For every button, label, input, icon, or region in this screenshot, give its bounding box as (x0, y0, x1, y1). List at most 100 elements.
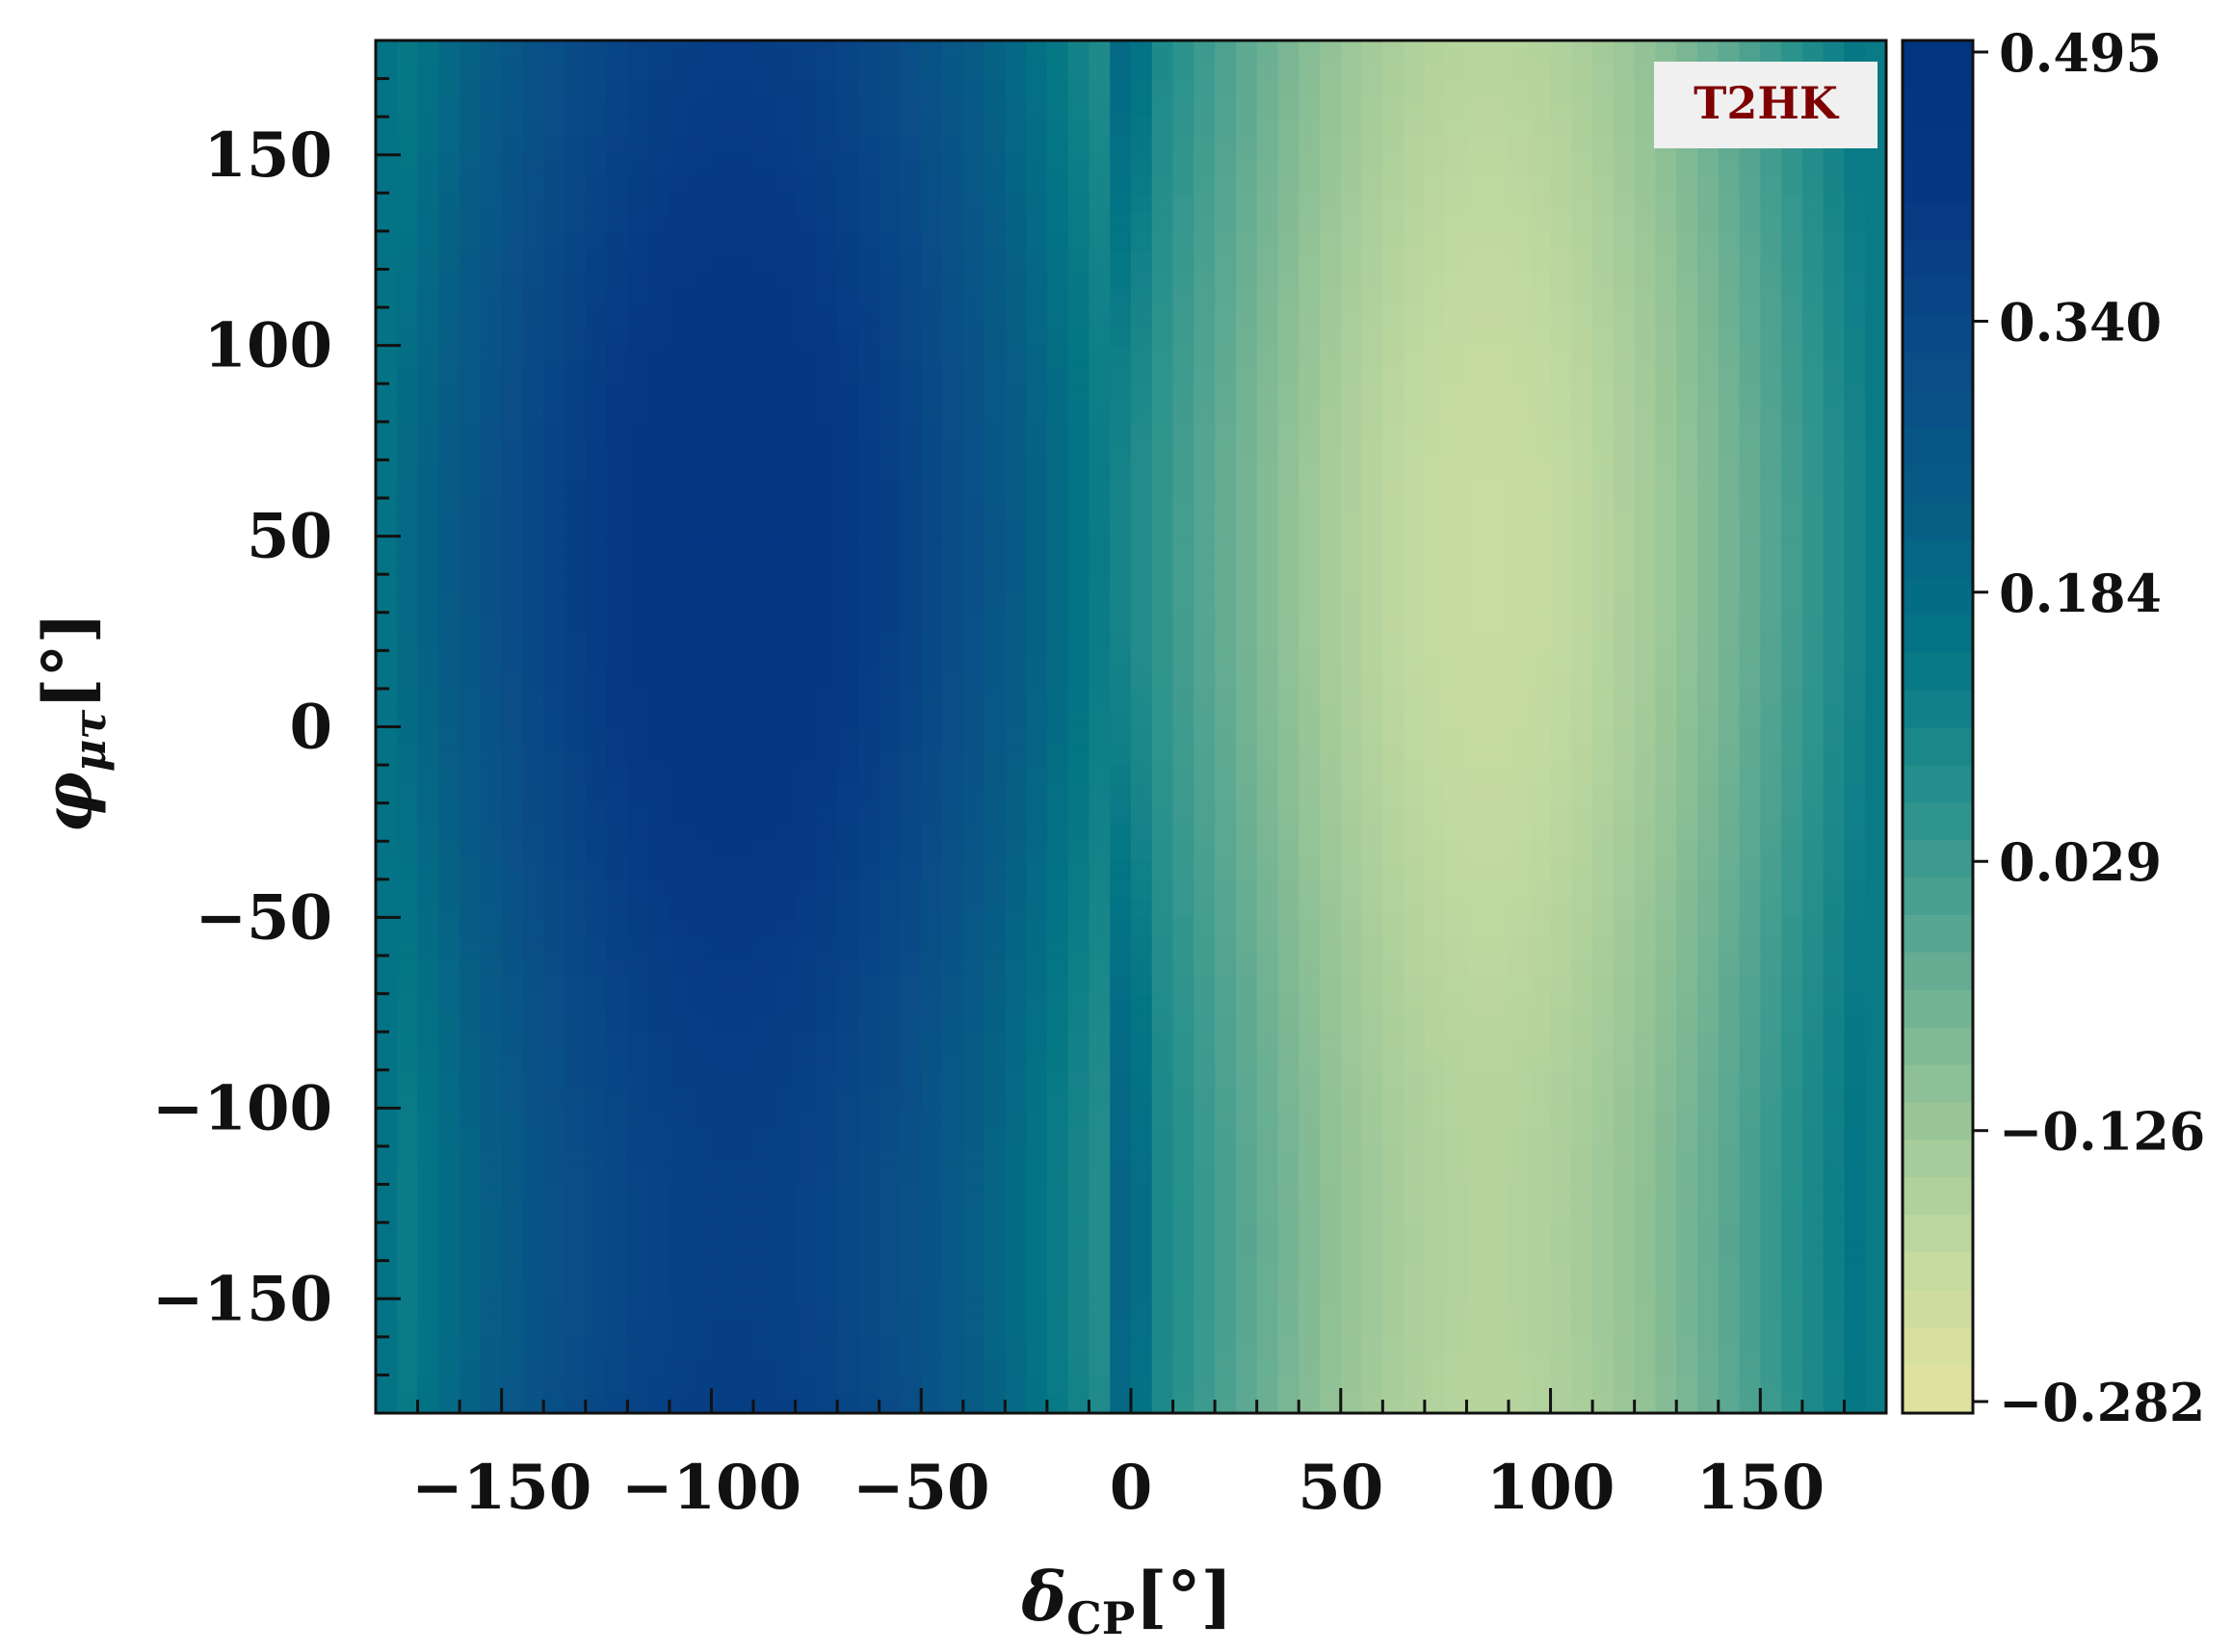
heatmap-cell (1509, 1184, 1531, 1205)
heatmap-cell (1110, 288, 1132, 308)
heatmap-cell (1781, 249, 1803, 271)
heatmap-cell (1404, 288, 1426, 308)
heatmap-cell (774, 1184, 797, 1205)
heatmap-cell (1215, 956, 1237, 976)
heatmap-cell (1865, 345, 1886, 366)
heatmap-cell (1718, 555, 1741, 575)
heatmap-cell (1781, 898, 1803, 919)
heatmap-cell (606, 97, 629, 118)
heatmap-cell (648, 726, 670, 747)
heatmap-cell (1676, 802, 1698, 824)
heatmap-cell (1235, 1203, 1258, 1223)
heatmap-cell (690, 860, 713, 880)
heatmap-cell (1571, 212, 1593, 232)
heatmap-cell (690, 936, 713, 957)
heatmap-cell (1067, 841, 1090, 861)
heatmap-cell (879, 307, 902, 328)
heatmap-cell (857, 516, 880, 538)
heatmap-cell (774, 707, 797, 728)
heatmap-cell (1509, 97, 1531, 118)
heatmap-cell (1634, 117, 1657, 137)
heatmap-cell (1865, 1260, 1886, 1281)
heatmap-cell (1235, 726, 1258, 747)
heatmap-cell (1676, 1355, 1698, 1377)
heatmap-cell (1571, 1336, 1593, 1357)
heatmap-cell (1194, 288, 1216, 308)
heatmap-cell (396, 212, 419, 232)
heatmap-cell (1194, 917, 1216, 938)
heatmap-cell (1151, 765, 1174, 785)
heatmap-cell (1131, 612, 1153, 633)
heatmap-cell (690, 841, 713, 861)
heatmap-cell (1760, 459, 1782, 481)
heatmap-cell (648, 1184, 670, 1205)
heatmap-cell (1865, 1222, 1886, 1243)
heatmap-cell (585, 1318, 608, 1338)
heatmap-cell (1277, 822, 1300, 843)
heatmap-cell (522, 154, 545, 175)
heatmap-cell (1655, 898, 1678, 919)
heatmap-cell (1781, 269, 1803, 290)
heatmap-cell (396, 78, 419, 99)
heatmap-cell (1592, 993, 1615, 1014)
heatmap-cell (1110, 154, 1132, 175)
heatmap-cell (962, 1394, 985, 1413)
heatmap-cell (1089, 574, 1112, 594)
heatmap-cell (565, 592, 587, 614)
heatmap-cell (753, 1355, 775, 1377)
heatmap-cell (1529, 230, 1552, 251)
heatmap-cell (1466, 230, 1489, 251)
heatmap-cell (1466, 956, 1489, 976)
heatmap-cell (1760, 1375, 1782, 1396)
heatmap-cell (1172, 1088, 1195, 1110)
heatmap-cell (816, 1318, 838, 1338)
heatmap-cell (1445, 631, 1468, 652)
heatmap-cell (1340, 117, 1363, 137)
heatmap-cell (1277, 326, 1300, 347)
heatmap-cell (1404, 516, 1426, 538)
heatmap-cell (1697, 936, 1720, 957)
heatmap-cell (1172, 974, 1195, 995)
heatmap-cell (396, 956, 419, 976)
heatmap-cell (1529, 1336, 1552, 1357)
heatmap-cell (1634, 612, 1657, 633)
heatmap-cell (837, 1184, 859, 1205)
heatmap-cell (480, 802, 503, 824)
heatmap-cell (501, 1088, 524, 1110)
heatmap-cell (1404, 459, 1426, 481)
heatmap-cell (1592, 173, 1615, 195)
heatmap-cell (795, 173, 818, 195)
heatmap-cell (1718, 669, 1741, 690)
heatmap-cell (1445, 212, 1468, 232)
heatmap-cell (1801, 479, 1825, 499)
heatmap-cell (1131, 898, 1153, 919)
heatmap-cell (879, 403, 902, 423)
heatmap-cell (1529, 1318, 1552, 1338)
heatmap-cell (711, 326, 734, 347)
heatmap-cell (774, 421, 797, 442)
heatmap-cell (1634, 516, 1657, 538)
heatmap-cell (711, 459, 734, 481)
heatmap-cell (376, 841, 398, 861)
heatmap-cell (396, 860, 419, 880)
heatmap-cell (480, 555, 503, 575)
heatmap-cell (1277, 669, 1300, 690)
heatmap-cell (460, 1108, 482, 1128)
heatmap-cell (376, 898, 398, 919)
heatmap-cell (606, 1355, 629, 1377)
heatmap-cell (606, 193, 629, 213)
heatmap-cell (543, 173, 565, 195)
heatmap-cell (1026, 898, 1048, 919)
heatmap-cell (984, 1355, 1007, 1377)
heatmap-cell (1466, 154, 1489, 175)
heatmap-cell (1194, 1203, 1216, 1223)
heatmap-cell (1445, 822, 1468, 843)
heatmap-cell (1487, 783, 1510, 804)
heatmap-cell (879, 1241, 902, 1262)
heatmap-cell (732, 1165, 754, 1186)
heatmap-cell (1445, 802, 1468, 824)
heatmap-cell (1697, 1375, 1720, 1396)
heatmap-cell (1529, 1108, 1552, 1128)
heatmap-cell (1571, 1318, 1593, 1338)
heatmap-cell (1613, 307, 1636, 328)
